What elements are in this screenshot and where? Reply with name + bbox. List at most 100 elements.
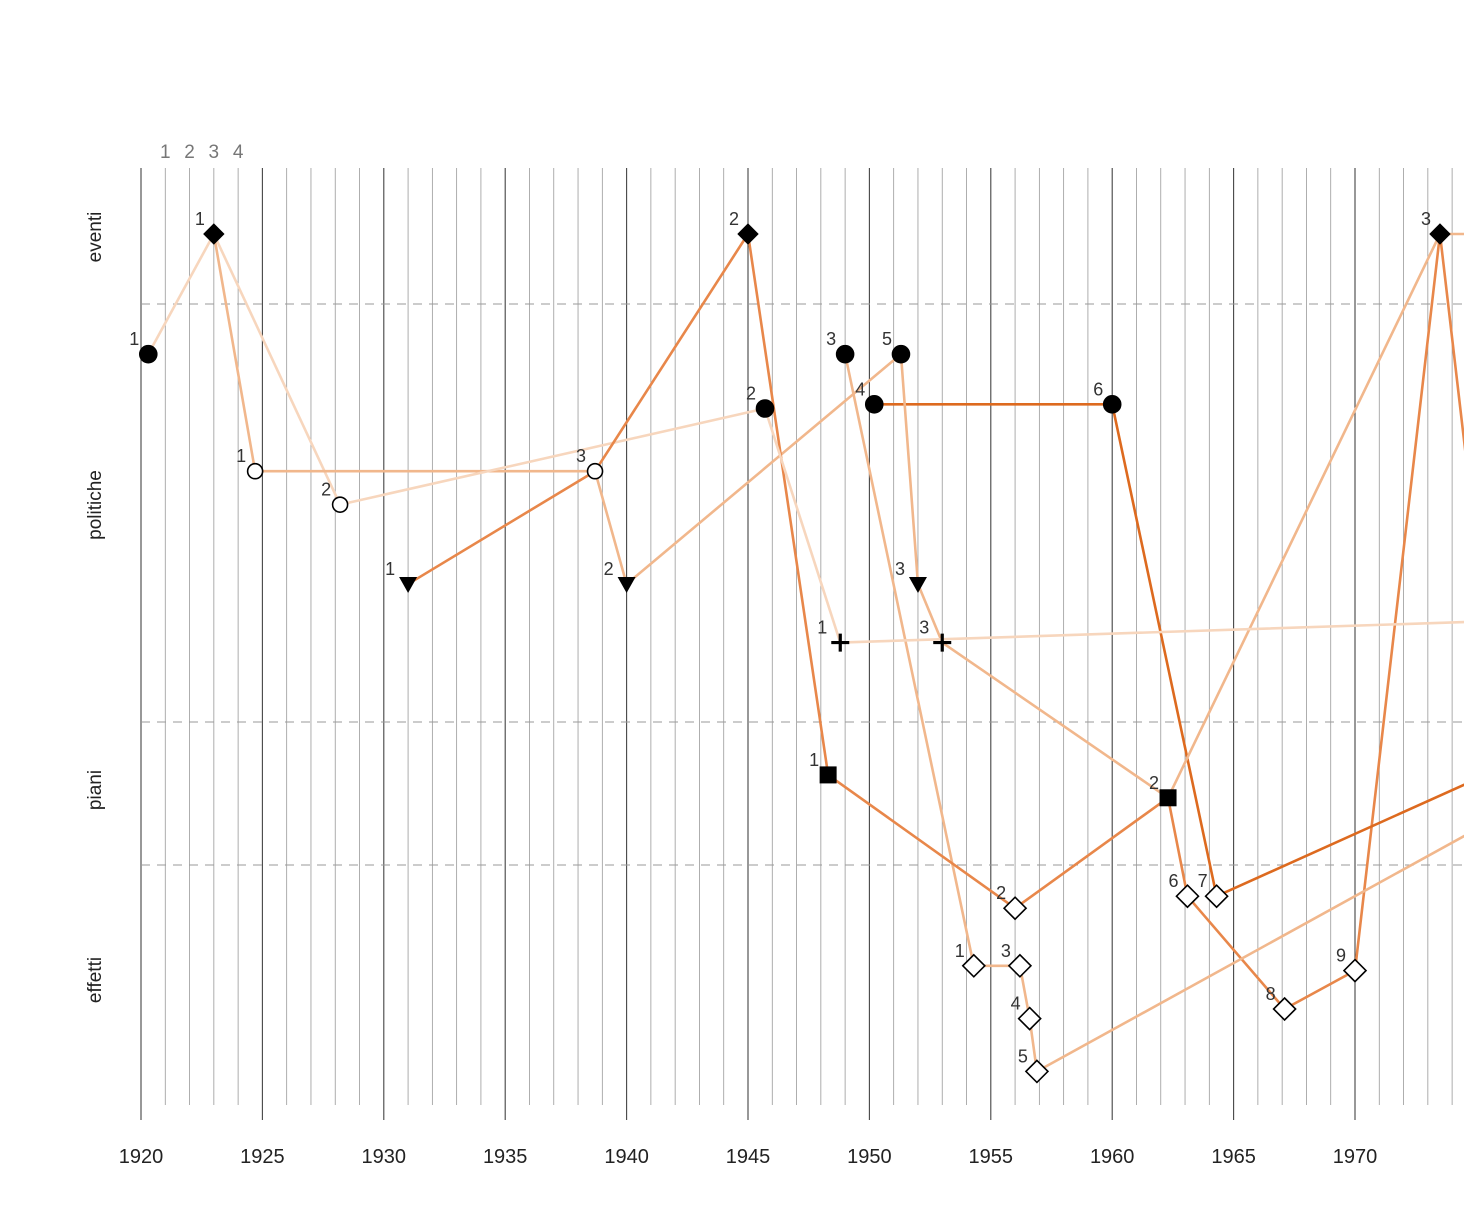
effect-marker	[961, 953, 986, 978]
point-label: 2	[746, 384, 756, 404]
band-label-piani: piani	[85, 770, 106, 810]
x-tick-label: 1960	[1090, 1146, 1135, 1168]
policy-triangle-marker	[617, 577, 636, 594]
policy-circle-marker	[891, 344, 911, 364]
x-tick-label: 1925	[240, 1146, 285, 1168]
point-label: 9	[1336, 946, 1346, 966]
effect-marker	[1007, 953, 1033, 978]
point-label: 2	[321, 480, 331, 500]
x-tick-label: 1965	[1211, 1146, 1256, 1168]
event-marker	[737, 223, 759, 245]
x-tick-label: 1935	[483, 1146, 528, 1168]
plan-marker	[819, 766, 837, 784]
link-line	[1215, 783, 1464, 898]
link-line	[1166, 796, 1189, 898]
band-label-effetti: effetti	[85, 957, 106, 1003]
policy-plus-marker	[933, 633, 952, 652]
point-label: 1	[129, 329, 139, 349]
scale-label: 4	[233, 142, 244, 163]
point-label: 3	[1421, 209, 1431, 229]
effect-marker	[1002, 896, 1028, 921]
scale-label: 1	[160, 142, 171, 163]
link-line	[838, 620, 1464, 644]
point-label: 5	[1018, 1046, 1028, 1066]
point-label: 3	[919, 618, 929, 638]
effect-marker	[1204, 884, 1229, 909]
policy-circle-marker	[246, 462, 264, 480]
band-label-eventi: eventi	[85, 212, 106, 263]
x-tick-label: 1940	[604, 1146, 649, 1168]
event-marker	[1429, 223, 1451, 245]
band-label-politiche: politiche	[85, 470, 106, 540]
effect-marker	[1024, 1059, 1050, 1084]
link-line	[1438, 232, 1464, 452]
link-line	[593, 469, 628, 586]
grid	[140, 168, 1453, 1120]
link-line	[406, 469, 597, 586]
x-tick-label: 1930	[362, 1146, 407, 1168]
scale-label: 3	[209, 142, 220, 163]
link-line	[1353, 232, 1442, 972]
link-line	[625, 352, 903, 586]
policy-circle-marker	[1102, 395, 1122, 414]
link-line	[1283, 969, 1357, 1011]
point-label: 2	[996, 883, 1006, 903]
policy-circle-marker	[755, 399, 775, 418]
event-marker	[203, 223, 225, 245]
link-line	[826, 773, 1017, 910]
link-line	[746, 232, 830, 777]
plan-marker	[1159, 789, 1177, 807]
link-line	[1035, 834, 1464, 1073]
point-label: 1	[817, 618, 827, 638]
x-tick-label: 1955	[969, 1146, 1014, 1168]
link-line	[843, 352, 976, 968]
effect-marker	[1272, 996, 1297, 1022]
link-line	[338, 407, 767, 506]
labels: 1920 1925 1930 1935 1940 1945 1950 1955 1960 1965…	[85, 142, 1431, 1168]
point-label: 8	[1266, 984, 1276, 1004]
links	[146, 232, 1464, 1073]
point-label: 1	[236, 446, 246, 466]
link-line	[899, 352, 920, 586]
effect-marker	[1342, 958, 1368, 983]
link-line	[146, 232, 216, 356]
point-label: 2	[1149, 773, 1159, 793]
point-label: 2	[729, 209, 739, 229]
link-line	[212, 232, 257, 473]
point-label: 5	[882, 329, 892, 349]
band-dividers	[141, 303, 1464, 866]
link-line	[763, 407, 842, 644]
effect-marker	[1175, 884, 1200, 909]
point-label: 7	[1198, 871, 1208, 891]
point-label: 1	[385, 559, 395, 579]
point-label: 3	[1001, 941, 1011, 961]
point-label: 3	[826, 329, 836, 349]
point-label: 2	[604, 559, 614, 579]
point-label: 1	[195, 209, 205, 229]
point-label: 6	[1168, 871, 1178, 891]
policy-plus-marker	[831, 633, 850, 652]
point-label: 6	[1093, 379, 1103, 399]
link-line	[916, 582, 944, 644]
point-label: 3	[576, 446, 586, 466]
point-label: 1	[809, 750, 819, 770]
x-tick-label: 1950	[847, 1146, 892, 1168]
policy-triangle-marker	[908, 577, 927, 594]
x-tick-label: 1920	[119, 1146, 164, 1168]
point-label: 4	[855, 379, 865, 399]
point-label: 1	[955, 941, 965, 961]
link-line	[1110, 403, 1218, 898]
x-tick-label: 1945	[726, 1146, 771, 1168]
point-label: 3	[895, 559, 905, 579]
scale-label: 2	[184, 142, 195, 163]
policy-circle-marker	[835, 344, 855, 364]
markers	[138, 223, 1451, 1084]
point-label: 4	[1011, 994, 1021, 1014]
link-line	[1013, 796, 1170, 910]
link-line	[1166, 232, 1442, 800]
link-line	[212, 232, 342, 506]
link-line	[593, 232, 750, 473]
policy-circle-marker	[586, 462, 604, 480]
policy-circle-marker	[331, 496, 349, 513]
